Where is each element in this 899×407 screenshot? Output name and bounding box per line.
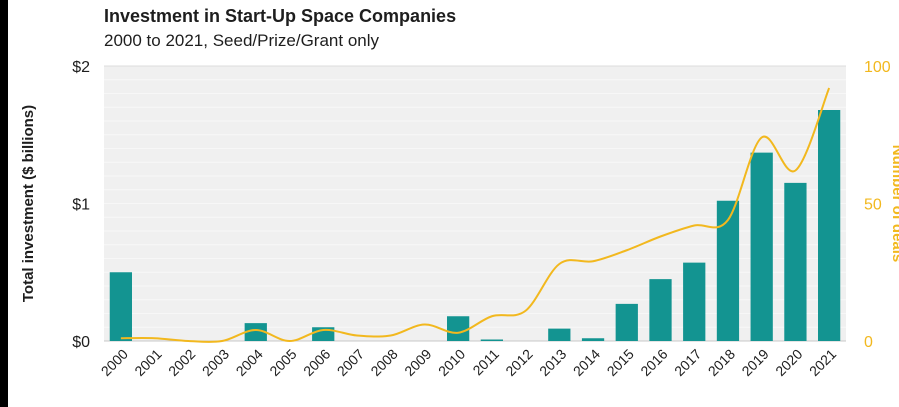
x-tick-label: 2004 [233, 346, 266, 379]
y-axis-label: Total investment ($ billions) [20, 105, 37, 302]
bar [818, 110, 841, 341]
bar [750, 152, 773, 341]
x-tick-label: 2012 [502, 346, 535, 379]
bar [784, 182, 807, 341]
bar [548, 328, 571, 341]
deals-line [120, 87, 831, 343]
bar [649, 279, 672, 341]
x-tick-label: 2010 [435, 346, 468, 379]
y2-tick-label: 100 [864, 59, 891, 76]
y2-axis-label: Number of deals [889, 145, 899, 263]
chart-subtitle: 2000 to 2021, Seed/Prize/Grant only [104, 31, 380, 50]
x-tick-label: 2001 [131, 346, 164, 379]
bar [716, 200, 740, 341]
bar-series [109, 110, 841, 341]
bar [480, 339, 503, 341]
x-tick-label: 2015 [604, 346, 637, 379]
x-tick-label: 2003 [199, 346, 232, 379]
x-tick-label: 2014 [570, 346, 603, 379]
x-tick-label: 2007 [334, 346, 367, 379]
bar [683, 262, 706, 341]
x-tick-label: 2021 [806, 346, 839, 379]
x-tick-label: 2005 [266, 346, 299, 379]
bar [244, 323, 267, 341]
x-tick-label: 2020 [772, 346, 805, 379]
x-tick-label: 2000 [98, 346, 131, 379]
y-tick-label: $0 [72, 334, 90, 351]
y2-tick-label: 0 [864, 334, 873, 351]
x-tick-label: 2002 [165, 346, 198, 379]
y-tick-label: $1 [72, 197, 90, 214]
bar [447, 316, 470, 341]
x-tick-label: 2018 [705, 346, 738, 379]
x-tick-label: 2009 [401, 346, 434, 379]
y-tick-label: $2 [72, 59, 90, 76]
bar [581, 338, 605, 341]
bar [109, 272, 132, 341]
x-tick-label: 2011 [469, 346, 502, 379]
x-tick-label: 2019 [738, 346, 771, 379]
bar [615, 303, 638, 341]
x-tick-label: 2006 [300, 346, 333, 379]
x-tick-label: 2013 [536, 346, 569, 379]
chart-title: Investment in Start-Up Space Companies [104, 6, 457, 26]
x-tick-label: 2008 [367, 346, 400, 379]
x-tick-label: 2017 [671, 346, 704, 379]
x-tick-label: 2016 [637, 346, 670, 379]
y2-tick-label: 50 [864, 197, 882, 214]
